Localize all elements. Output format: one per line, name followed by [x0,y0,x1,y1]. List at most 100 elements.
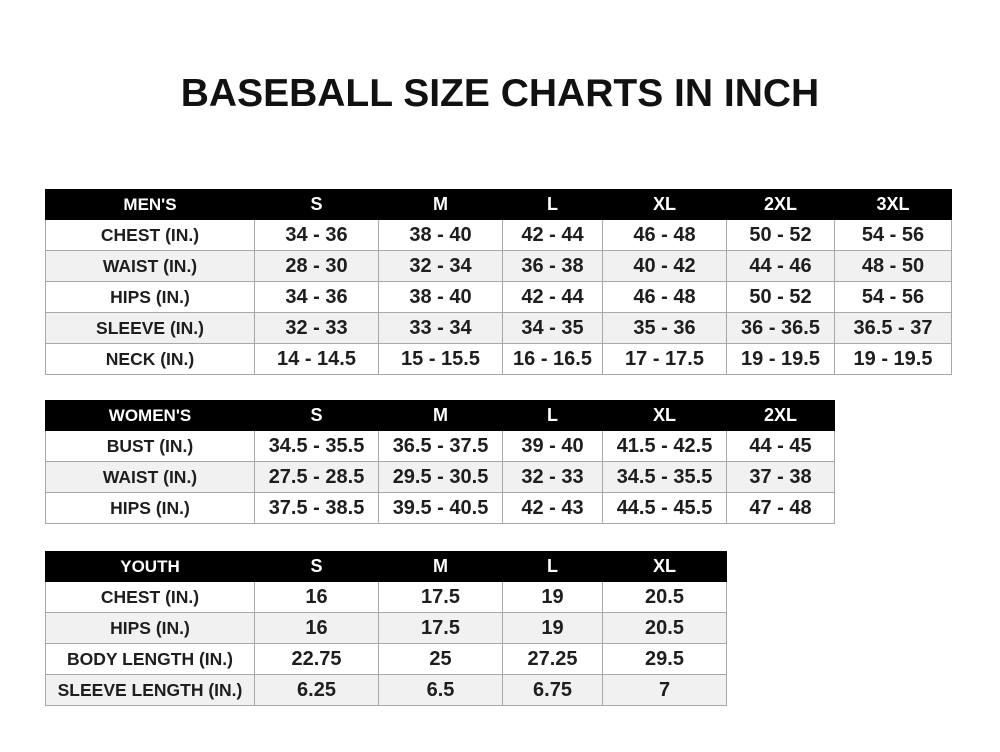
size-column-header: S [254,400,379,431]
size-value-cell: 36.5 - 37.5 [378,430,503,462]
size-column-header: S [254,189,379,220]
size-value-cell: 20.5 [602,581,727,613]
size-value-cell: 19 [502,612,603,644]
measurement-label: BODY LENGTH (IN.) [45,643,255,675]
size-value-cell: 41.5 - 42.5 [602,430,727,462]
size-value-cell: 48 - 50 [834,250,952,282]
size-value-cell: 38 - 40 [378,281,503,313]
size-value-cell: 46 - 48 [602,219,727,251]
table-row: WAIST (IN.) 28 - 30 32 - 34 36 - 38 40 - 42 4… [45,250,952,282]
measurement-label: CHEST (IN.) [45,219,255,251]
table-row: HIPS (IN.) 16 17.5 19 20.5 [45,612,727,644]
size-value-cell: 25 [378,643,503,675]
size-value-cell: 37 - 38 [726,461,835,493]
size-value-cell: 35 - 36 [602,312,727,344]
table-category-header: MEN'S [45,189,255,220]
size-value-cell: 34.5 - 35.5 [602,461,727,493]
size-value-cell: 27.25 [502,643,603,675]
size-value-cell: 44.5 - 45.5 [602,492,727,524]
size-value-cell: 36 - 36.5 [726,312,835,344]
size-value-cell: 32 - 33 [254,312,379,344]
size-column-header: 3XL [834,189,952,220]
table-row: HIPS (IN.) 37.5 - 38.5 39.5 - 40.5 42 - 43 4… [45,492,835,524]
size-value-cell: 34 - 36 [254,281,379,313]
size-value-cell: 44 - 46 [726,250,835,282]
size-value-cell: 32 - 34 [378,250,503,282]
size-value-cell: 36 - 38 [502,250,603,282]
womens-size-table: WOMEN'S S M L XL 2XL BUST (IN.) 34.5 - 35.5 36.5… [45,400,835,524]
size-value-cell: 15 - 15.5 [378,343,503,375]
table-row: CHEST (IN.) 34 - 36 38 - 40 42 - 44 46 - 48 5… [45,219,952,251]
measurement-label: BUST (IN.) [45,430,255,462]
size-value-cell: 34.5 - 35.5 [254,430,379,462]
size-column-header: M [378,551,503,582]
size-value-cell: 17.5 [378,612,503,644]
size-value-cell: 32 - 33 [502,461,603,493]
size-value-cell: 39 - 40 [502,430,603,462]
size-value-cell: 36.5 - 37 [834,312,952,344]
size-value-cell: 22.75 [254,643,379,675]
size-value-cell: 33 - 34 [378,312,503,344]
table-row: HIPS (IN.) 34 - 36 38 - 40 42 - 44 46 - 48 50… [45,281,952,313]
size-column-header: S [254,551,379,582]
measurement-label: CHEST (IN.) [45,581,255,613]
table-row: WAIST (IN.) 27.5 - 28.5 29.5 - 30.5 32 - 33… [45,461,835,493]
size-column-header: L [502,400,603,431]
size-value-cell: 39.5 - 40.5 [378,492,503,524]
size-column-header: XL [602,189,727,220]
size-value-cell: 42 - 43 [502,492,603,524]
size-column-header: XL [602,551,727,582]
size-column-header: L [502,551,603,582]
size-value-cell: 7 [602,674,727,706]
table-row: CHEST (IN.) 16 17.5 19 20.5 [45,581,727,613]
table-row: NECK (IN.) 14 - 14.5 15 - 15.5 16 - 16.5 17 … [45,343,952,375]
size-column-header: M [378,400,503,431]
size-value-cell: 50 - 52 [726,219,835,251]
size-column-header: L [502,189,603,220]
size-value-cell: 42 - 44 [502,281,603,313]
measurement-label: HIPS (IN.) [45,492,255,524]
measurement-label: SLEEVE (IN.) [45,312,255,344]
size-value-cell: 50 - 52 [726,281,835,313]
size-value-cell: 34 - 35 [502,312,603,344]
size-value-cell: 6.5 [378,674,503,706]
measurement-label: HIPS (IN.) [45,612,255,644]
size-value-cell: 20.5 [602,612,727,644]
table-category-header: YOUTH [45,551,255,582]
size-value-cell: 19 - 19.5 [726,343,835,375]
measurement-label: SLEEVE LENGTH (IN.) [45,674,255,706]
size-value-cell: 6.25 [254,674,379,706]
size-value-cell: 42 - 44 [502,219,603,251]
header-row: WOMEN'S S M L XL 2XL [45,400,835,431]
size-value-cell: 38 - 40 [378,219,503,251]
table-row: SLEEVE (IN.) 32 - 33 33 - 34 34 - 35 35 - 36… [45,312,952,344]
size-value-cell: 16 [254,612,379,644]
size-value-cell: 44 - 45 [726,430,835,462]
mens-size-table: MEN'S S M L XL 2XL 3XL CHEST (IN.) 34 - 36 38 - 4… [45,189,952,375]
page-title: BASEBALL SIZE CHARTS IN INCH [180,72,820,115]
size-value-cell: 27.5 - 28.5 [254,461,379,493]
table-category-header: WOMEN'S [45,400,255,431]
size-column-header: 2XL [726,189,835,220]
size-value-cell: 16 [254,581,379,613]
size-value-cell: 40 - 42 [602,250,727,282]
measurement-label: WAIST (IN.) [45,250,255,282]
size-value-cell: 28 - 30 [254,250,379,282]
size-value-cell: 29.5 [602,643,727,675]
size-column-header: 2XL [726,400,835,431]
size-value-cell: 14 - 14.5 [254,343,379,375]
size-value-cell: 19 [502,581,603,613]
table-row: BUST (IN.) 34.5 - 35.5 36.5 - 37.5 39 - 40 4… [45,430,835,462]
size-value-cell: 19 - 19.5 [834,343,952,375]
size-value-cell: 17 - 17.5 [602,343,727,375]
size-value-cell: 34 - 36 [254,219,379,251]
size-value-cell: 54 - 56 [834,281,952,313]
size-value-cell: 16 - 16.5 [502,343,603,375]
header-row: MEN'S S M L XL 2XL 3XL [45,189,952,220]
size-value-cell: 46 - 48 [602,281,727,313]
size-value-cell: 47 - 48 [726,492,835,524]
size-value-cell: 6.75 [502,674,603,706]
header-row: YOUTH S M L XL [45,551,727,582]
size-column-header: XL [602,400,727,431]
size-value-cell: 37.5 - 38.5 [254,492,379,524]
